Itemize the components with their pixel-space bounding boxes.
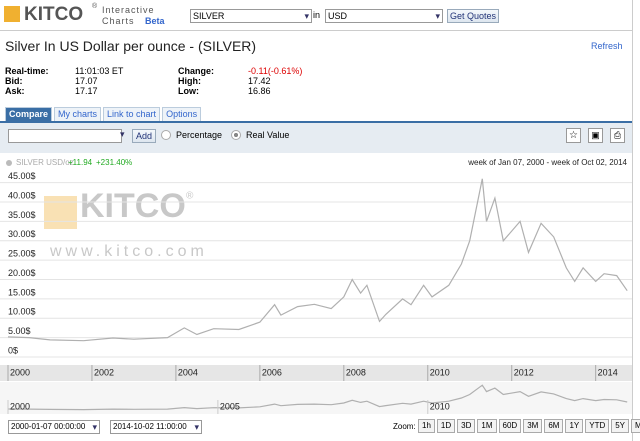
y-tick-label: 45.00$ <box>8 171 36 181</box>
x-tick-label: 2008 <box>346 367 366 377</box>
zoom-button[interactable]: 1h <box>418 419 435 433</box>
in-label: in <box>313 10 321 20</box>
x-tick-label: 2004 <box>178 367 198 377</box>
zoom-button[interactable]: YTD <box>585 419 610 433</box>
sidebar-rule <box>632 0 633 441</box>
tabs: Compare My charts Link to chart Options <box>5 107 202 121</box>
y-tick-label: 15.00$ <box>8 287 36 297</box>
y-tick-label: 35.00$ <box>8 210 36 220</box>
zoom-button[interactable]: 1M <box>477 419 497 433</box>
realtime-label: Real-time: <box>5 66 49 76</box>
logo-icon <box>4 6 20 22</box>
refresh-link[interactable]: Refresh <box>591 41 623 51</box>
bid-value: 17.07 <box>75 76 98 86</box>
legend-dot <box>6 160 12 166</box>
save-icon[interactable]: ▣ <box>588 128 603 143</box>
zoom-button[interactable]: 6M <box>544 419 564 433</box>
tab[interactable]: Compare <box>5 107 53 121</box>
compare-input[interactable] <box>8 129 122 143</box>
percentage-radio[interactable] <box>161 130 171 140</box>
print-icon[interactable]: ⎙ <box>610 128 625 143</box>
favorite-icon[interactable]: ☆ <box>566 128 581 143</box>
y-tick-label: 10.00$ <box>8 307 36 317</box>
watermark-mark: ® <box>186 191 194 202</box>
logo-mark: ® <box>92 3 98 10</box>
legend-change: +11.94 <box>68 158 93 167</box>
zoom-button[interactable]: 5Y <box>611 419 630 433</box>
navigator-label: 2010 <box>430 401 450 411</box>
ask-value: 17.17 <box>75 86 98 96</box>
product2: Charts <box>102 16 135 26</box>
toolbar-top <box>0 121 632 123</box>
watermark-logo: KITCO <box>80 187 186 225</box>
add-button[interactable]: Add <box>132 129 156 143</box>
navigator-label: 2000 <box>10 401 30 411</box>
ask-label: Ask: <box>5 86 25 96</box>
realtime-value: 11:01:03 ET <box>75 66 124 76</box>
beta: Beta <box>145 16 165 26</box>
symbol-select[interactable]: SILVER <box>190 9 312 23</box>
navigator-label: 2005 <box>220 401 240 411</box>
x-tick-label: 2006 <box>262 367 282 377</box>
zoom-label: Zoom: <box>393 422 416 431</box>
y-tick-label: 5.00$ <box>8 326 31 336</box>
low-value: 16.86 <box>248 86 271 96</box>
y-tick-label: 0$ <box>8 345 18 355</box>
y-tick-label: 30.00$ <box>8 229 36 239</box>
low-label: Low: <box>178 86 199 96</box>
high-value: 17.42 <box>248 76 271 86</box>
zoom-button[interactable]: MAX <box>631 419 640 433</box>
tab[interactable]: My charts <box>54 107 102 121</box>
x-tick-label: 2000 <box>10 367 30 377</box>
legend-range: week of Jan 07, 2000 - week of Oct 02, 2… <box>467 158 627 167</box>
navigator-line <box>7 384 628 411</box>
get-quotes-button[interactable]: Get Quotes <box>447 9 499 23</box>
zoom-button[interactable]: 1Y <box>565 419 584 433</box>
high-label: High: <box>178 76 201 86</box>
zoom-button[interactable]: 3M <box>523 419 543 433</box>
bid-label: Bid: <box>5 76 23 86</box>
percentage-label: Percentage <box>176 130 223 140</box>
real-value-label: Real Value <box>246 130 290 140</box>
x-tick-label: 2010 <box>430 367 450 377</box>
price-line <box>7 178 628 342</box>
watermark-url: www.kitco.com <box>49 243 208 260</box>
tab[interactable]: Link to chart <box>103 107 161 121</box>
input-arrow: ▾ <box>120 129 125 139</box>
tab[interactable]: Options <box>162 107 202 121</box>
change-value: -0.11(-0.61%) <box>248 66 303 76</box>
zoom-button[interactable]: 1D <box>436 419 456 433</box>
zoom-button[interactable]: 60D <box>498 419 522 433</box>
zoom-buttons: 1h1D3D1M60D3M6M1YYTD5YMAX <box>418 419 640 433</box>
product: Interactive <box>102 5 155 15</box>
x-tick-label: 2012 <box>514 367 534 377</box>
currency-select[interactable]: USD <box>325 9 443 23</box>
y-tick-label: 25.00$ <box>8 249 36 259</box>
watermark-icon <box>44 196 77 229</box>
to-date[interactable]: 2014-10-02 11:00:00 <box>110 420 202 434</box>
logo: KITCO <box>24 4 84 25</box>
title: Silver In US Dollar per ounce - (SILVER) <box>5 38 257 54</box>
header-rule <box>0 30 632 31</box>
from-date[interactable]: 2000-01-07 00:00:00 <box>8 420 100 434</box>
y-tick-label: 20.00$ <box>8 268 36 278</box>
x-tick-label: 2002 <box>94 367 114 377</box>
y-tick-label: 40.00$ <box>8 190 36 200</box>
x-tick-label: 2014 <box>598 367 618 377</box>
real-value-radio[interactable] <box>231 130 241 140</box>
x-axis-bar <box>0 365 632 381</box>
zoom-button[interactable]: 3D <box>457 419 476 433</box>
legend-change-pct: +231.40% <box>96 158 132 167</box>
change-label: Change: <box>178 66 214 76</box>
legend-name: SILVER USD/oz <box>16 158 74 167</box>
